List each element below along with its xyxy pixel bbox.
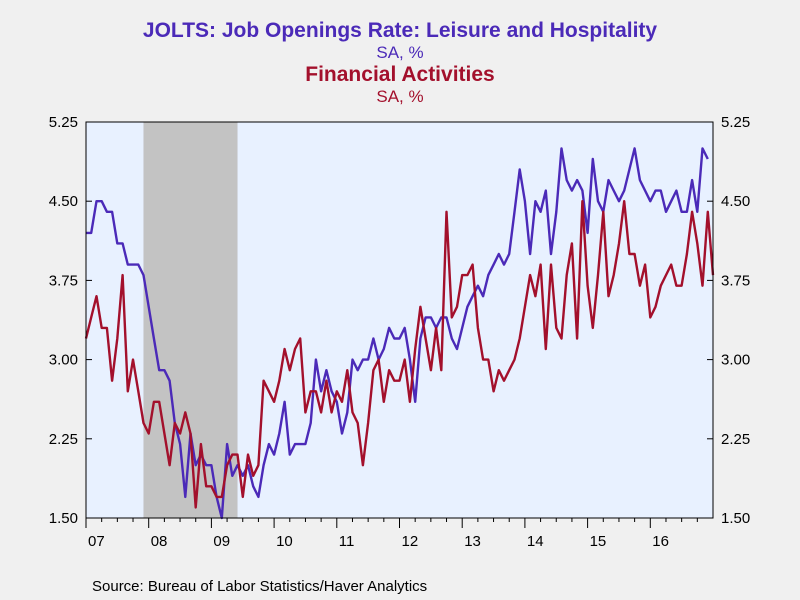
y-tick-label-left: 4.50: [49, 193, 78, 210]
y-tick-label-right: 5.25: [721, 114, 750, 131]
y-tick-label-left: 2.25: [49, 431, 78, 448]
x-tick-label: 07: [88, 533, 105, 550]
y-tick-label-right: 4.50: [721, 193, 750, 210]
x-tick-label: 15: [590, 533, 607, 550]
y-tick-label-right: 1.50: [721, 510, 750, 527]
chart-title-series1: JOLTS: Job Openings Rate: Leisure and Ho…: [142, 19, 658, 42]
chart-title-series2: Financial Activities: [305, 63, 495, 86]
chart-subtitle-series1: SA, %: [376, 43, 424, 62]
x-tick-label: 11: [339, 533, 355, 550]
y-tick-label-right: 3.00: [721, 352, 750, 369]
x-tick-label: 10: [276, 533, 293, 550]
x-tick-label: 14: [527, 533, 544, 550]
y-tick-label-left: 3.75: [49, 272, 78, 289]
y-tick-label-left: 3.00: [49, 352, 78, 369]
series-line-leisure-hospitality: [86, 147, 709, 520]
x-tick-label: 08: [151, 533, 168, 550]
x-tick-label: 09: [213, 533, 230, 550]
y-tick-label-right: 3.75: [721, 272, 750, 289]
y-tick-label-left: 5.25: [49, 114, 78, 131]
y-tick-label-right: 2.25: [721, 431, 750, 448]
y-tick-label-left: 1.50: [49, 510, 78, 527]
x-tick-label: 16: [652, 533, 669, 550]
chart-title-block: JOLTS: Job Openings Rate: Leisure and Ho…: [0, 18, 800, 106]
chart-subtitle-series2: SA, %: [376, 87, 424, 106]
recession-shading: [143, 122, 238, 518]
x-tick-label: 12: [402, 533, 419, 550]
series-line-financial-activities: [84, 199, 715, 509]
x-tick-label: 13: [464, 533, 481, 550]
source-note: Source: Bureau of Labor Statistics/Haver…: [92, 578, 428, 595]
